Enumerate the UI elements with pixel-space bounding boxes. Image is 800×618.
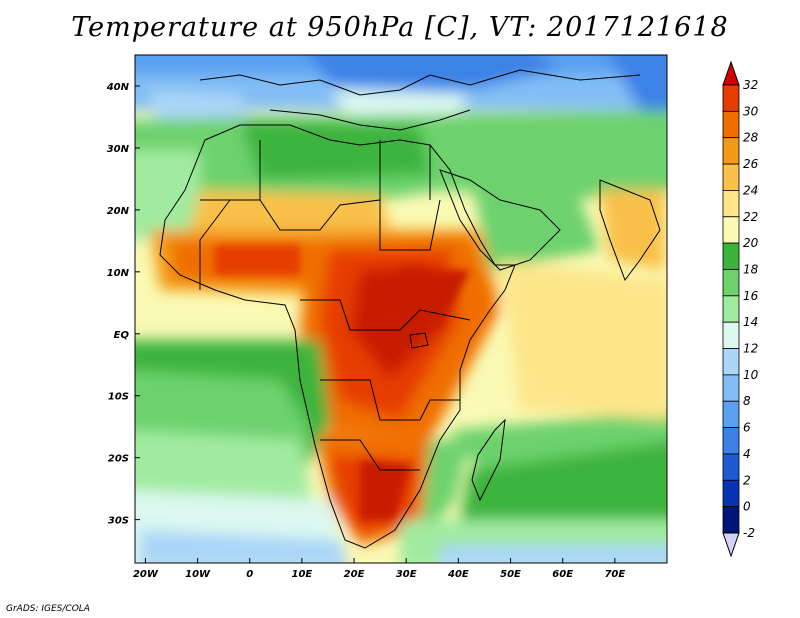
india-coastline (599, 179, 661, 282)
colorbar-label: 20 (743, 236, 759, 250)
lon-label: 70E (604, 569, 625, 580)
temperature-field (135, 55, 667, 563)
colorbar-box (722, 321, 740, 349)
colorbar-top-arrow (722, 60, 740, 86)
colorbar-box (722, 110, 740, 139)
colorbar-box (722, 348, 740, 376)
lat-label: 30S (108, 516, 129, 527)
lat-label: EQ (114, 330, 130, 341)
colorbar-box (722, 163, 740, 191)
colorbar-box (722, 295, 740, 323)
colorbar-label: 18 (743, 262, 759, 276)
borders-5 (199, 140, 431, 290)
lat-label: 10S (108, 392, 129, 403)
colorbar-label: 16 (743, 289, 759, 303)
colorbar-label: 30 (743, 104, 759, 118)
map-frame (134, 54, 668, 564)
colorbar-box (722, 400, 740, 428)
colorbar-box (722, 506, 740, 534)
lon-label: 30E (396, 569, 417, 580)
borders-3 (320, 379, 460, 421)
lon-label: 20W (133, 569, 159, 580)
colorbar-label: 6 (743, 421, 751, 435)
borders-2 (300, 299, 471, 331)
coastlines (159, 69, 661, 549)
colorbar-label: 32 (743, 78, 758, 92)
europe-coastline (199, 69, 641, 96)
colorbar-label: 14 (743, 315, 758, 329)
borders-4 (320, 439, 420, 471)
colorbar-boxes (722, 84, 740, 534)
colorbar-label: 10 (743, 368, 759, 382)
colorbar-label: 22 (743, 210, 758, 224)
latitude-labels: 40N 30N 20N 10N EQ 10S 20S 30S (106, 82, 130, 527)
africa-coastline (159, 124, 516, 549)
colorbar-label: 4 (743, 447, 751, 461)
colorbar-box (722, 427, 740, 455)
colorbar-box (722, 242, 740, 270)
colorbar-box (722, 216, 740, 244)
lat-label: 10N (107, 268, 130, 279)
axis-ticks (135, 85, 616, 563)
colorbar-label: 8 (743, 394, 751, 408)
colorbar-label: -2 (743, 526, 755, 540)
lon-label: 20E (344, 569, 365, 580)
madagascar-coastline (471, 418, 506, 502)
lat-label: 30N (107, 144, 130, 155)
lat-label: 20S (108, 454, 129, 465)
lake-victoria (409, 332, 429, 349)
longitude-labels: 20W 10W 0 10E 20E 30E 40E 50E 60E 70E (133, 569, 625, 580)
colorbar-box (722, 479, 740, 508)
mediterranean-coastline (269, 109, 471, 131)
colorbar-box (722, 190, 740, 218)
colorbar-label: 2 (743, 473, 751, 487)
map-title: Temperature at 950hPa [C], VT: 201712161… (71, 12, 729, 43)
colorbar-label: 24 (743, 183, 758, 197)
colorbar-label: 0 (743, 500, 751, 514)
colorbar-label: 26 (743, 157, 759, 171)
colorbar-bottom-arrow (722, 532, 740, 558)
colorbar-box (722, 84, 740, 112)
borders-1 (200, 199, 441, 251)
lon-label: 10W (185, 569, 211, 580)
colorbar-label: 12 (743, 342, 758, 356)
lon-label: 10E (292, 569, 313, 580)
colorbar-box (722, 453, 740, 481)
colorbar-label: 28 (743, 131, 759, 145)
lat-label: 20N (107, 206, 130, 217)
colorbar-box (722, 374, 740, 402)
arabia-coastline (439, 169, 561, 271)
lon-label: 40E (447, 569, 469, 580)
lon-label: 60E (552, 569, 573, 580)
lat-label: 40N (106, 82, 130, 93)
lon-label: 0 (246, 569, 253, 580)
lon-label: 50E (500, 569, 521, 580)
credit-text: GrADS: IGES/COLA (6, 604, 90, 614)
colorbar-box (722, 137, 740, 165)
colorbar-box (722, 269, 740, 297)
